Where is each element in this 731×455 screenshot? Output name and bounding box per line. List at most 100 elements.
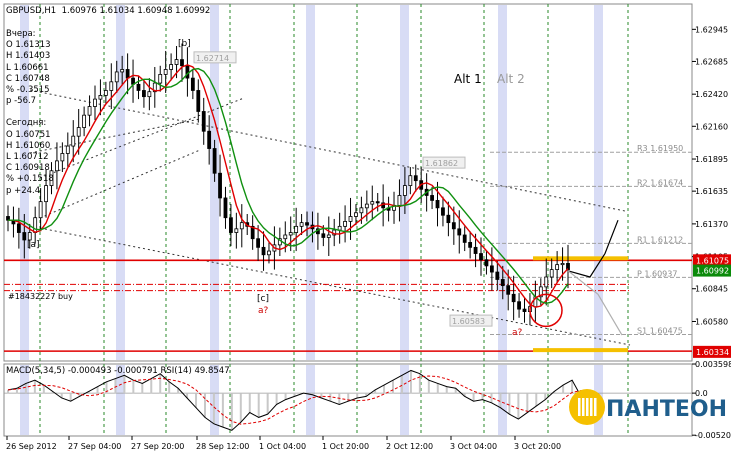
candle-body[interactable] bbox=[506, 285, 511, 295]
candle-body[interactable] bbox=[27, 232, 32, 241]
candle-body[interactable] bbox=[549, 269, 554, 278]
candle-body[interactable] bbox=[65, 145, 70, 154]
wave-label: [a] bbox=[27, 240, 40, 250]
candle-body[interactable] bbox=[354, 212, 358, 217]
candle-body[interactable] bbox=[125, 69, 130, 79]
candle-body[interactable] bbox=[544, 276, 549, 288]
candle-body[interactable] bbox=[435, 200, 440, 209]
candle-body[interactable] bbox=[326, 234, 331, 238]
candle-body[interactable] bbox=[49, 170, 54, 186]
candle-body[interactable] bbox=[250, 225, 255, 240]
candle-body[interactable] bbox=[212, 148, 217, 174]
candle-body[interactable] bbox=[120, 69, 125, 73]
candle-body[interactable] bbox=[158, 74, 163, 84]
candle-body[interactable] bbox=[114, 71, 119, 83]
pivot-label: R2 1.61674 bbox=[637, 178, 683, 187]
candle-body[interactable] bbox=[294, 225, 299, 233]
candle-body[interactable] bbox=[468, 242, 473, 248]
candle-body[interactable] bbox=[142, 90, 146, 98]
candle-body[interactable] bbox=[218, 172, 222, 199]
candle-body[interactable] bbox=[223, 197, 228, 219]
candle-body[interactable] bbox=[441, 207, 445, 216]
candle-body[interactable] bbox=[462, 234, 467, 243]
candle-body[interactable] bbox=[489, 265, 494, 273]
candle-body[interactable] bbox=[109, 81, 114, 91]
time-tick-label: 28 Sep 12:00 bbox=[196, 442, 249, 451]
candle-body[interactable] bbox=[457, 228, 462, 236]
candle-body[interactable] bbox=[163, 69, 168, 75]
candle-body[interactable] bbox=[136, 83, 141, 91]
candle-body[interactable] bbox=[44, 185, 48, 203]
candle-body[interactable] bbox=[500, 279, 505, 287]
candle-body[interactable] bbox=[397, 195, 402, 206]
candle-body[interactable] bbox=[522, 308, 527, 312]
candle-body[interactable] bbox=[33, 217, 38, 233]
candle-body[interactable] bbox=[348, 216, 353, 222]
candle-body[interactable] bbox=[413, 175, 418, 182]
candle-body[interactable] bbox=[103, 90, 108, 96]
candle-body[interactable] bbox=[93, 98, 97, 107]
candle-body[interactable] bbox=[359, 207, 364, 214]
candle-body[interactable] bbox=[16, 223, 21, 233]
candle-body[interactable] bbox=[82, 114, 87, 128]
candle-body[interactable] bbox=[495, 271, 500, 280]
candle-body[interactable] bbox=[180, 59, 184, 67]
logo-column-icon bbox=[590, 398, 593, 416]
candle-body[interactable] bbox=[201, 111, 206, 132]
candle-body[interactable] bbox=[370, 201, 375, 205]
candle-body[interactable] bbox=[87, 106, 92, 116]
candle-body[interactable] bbox=[152, 82, 157, 93]
candle-body[interactable] bbox=[169, 64, 174, 70]
candle-body[interactable] bbox=[375, 201, 380, 204]
candle-body[interactable] bbox=[299, 222, 304, 227]
candle-body[interactable] bbox=[430, 195, 434, 201]
candle-body[interactable] bbox=[446, 214, 451, 224]
candle-body[interactable] bbox=[55, 160, 59, 172]
chart-header: GBPUSD,H1 1.60976 1.61034 1.60948 1.6099… bbox=[6, 6, 210, 16]
candle-body[interactable] bbox=[207, 130, 212, 149]
candle-body[interactable] bbox=[267, 250, 271, 256]
macd-signal-line bbox=[7, 375, 591, 425]
candle-body[interactable] bbox=[484, 259, 489, 267]
candle-body[interactable] bbox=[229, 217, 233, 233]
candle-body[interactable] bbox=[256, 238, 260, 248]
price-marker-box bbox=[449, 314, 493, 327]
candle-body[interactable] bbox=[517, 301, 521, 310]
candle-body[interactable] bbox=[98, 95, 103, 100]
wave-target-circle bbox=[529, 293, 563, 328]
forecast-alt1-path bbox=[567, 219, 619, 278]
candle-body[interactable] bbox=[38, 201, 43, 219]
candle-body[interactable] bbox=[76, 127, 81, 137]
candle-body[interactable] bbox=[60, 153, 65, 162]
candle-body[interactable] bbox=[321, 233, 326, 238]
candle-body[interactable] bbox=[538, 286, 543, 298]
candle-body[interactable] bbox=[234, 228, 239, 233]
ohlc-readout: 1.60976 1.61034 1.60948 1.60992 bbox=[61, 6, 211, 16]
candle-body[interactable] bbox=[196, 90, 201, 112]
candle-body[interactable] bbox=[511, 293, 516, 303]
candle-body[interactable] bbox=[408, 175, 413, 186]
candle-body[interactable] bbox=[185, 65, 190, 79]
candle-body[interactable] bbox=[147, 91, 152, 98]
candle-body[interactable] bbox=[555, 264, 560, 270]
candle-body[interactable] bbox=[451, 222, 456, 230]
candle-body[interactable] bbox=[288, 232, 293, 236]
candle-body[interactable] bbox=[479, 253, 483, 261]
yesterday-title: Вчера: bbox=[6, 29, 36, 39]
candle-body[interactable] bbox=[560, 263, 565, 266]
candle-body[interactable] bbox=[261, 246, 266, 256]
candle-body[interactable] bbox=[343, 221, 347, 227]
price-marker-label: 1.61862 bbox=[425, 159, 458, 168]
candle-body[interactable] bbox=[22, 232, 27, 241]
candle-body[interactable] bbox=[190, 77, 195, 91]
candle-body[interactable] bbox=[305, 222, 309, 226]
candle-body[interactable] bbox=[239, 222, 244, 230]
candle-body[interactable] bbox=[174, 59, 179, 65]
yesterday-points: p -56.7 bbox=[6, 96, 37, 107]
candle-body[interactable] bbox=[71, 135, 76, 147]
candle-body[interactable] bbox=[364, 203, 369, 209]
candle-body[interactable] bbox=[402, 185, 407, 196]
candle-body[interactable] bbox=[283, 234, 288, 240]
candle-body[interactable] bbox=[473, 246, 478, 254]
